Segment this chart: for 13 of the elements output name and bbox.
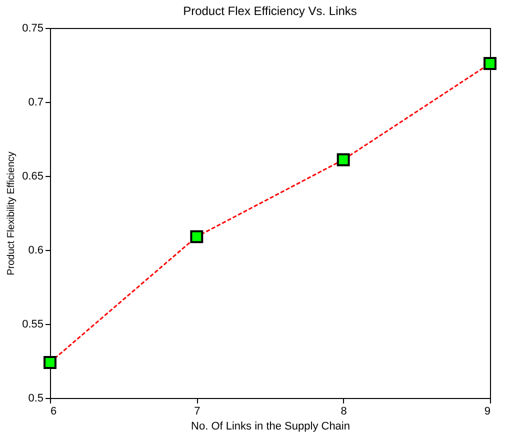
y-tick-label: 0.6: [28, 244, 44, 256]
y-tick-label: 0.7: [28, 96, 44, 108]
x-tick-label: 6: [50, 406, 57, 418]
x-tick-label: 7: [194, 406, 200, 418]
x-axis-title: No. Of Links in the Supply Chain: [191, 420, 350, 432]
y-tick-label: 0.5: [28, 392, 44, 404]
y-axis-title: Product Flexibility Efficiency: [6, 152, 18, 276]
y-tick-label: 0.75: [22, 22, 44, 34]
y-tick-label: 0.65: [22, 170, 44, 182]
chart-title: Product Flex Efficiency Vs. Links: [183, 4, 357, 18]
x-tick-label: 9: [484, 406, 490, 418]
x-tick-label: 8: [340, 406, 347, 418]
y-tick-label: 0.55: [22, 318, 44, 330]
